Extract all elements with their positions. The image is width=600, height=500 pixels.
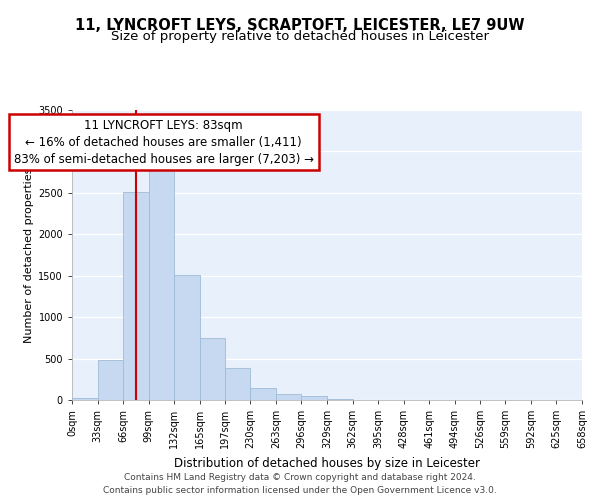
Bar	[175, 276, 200, 400]
Bar	[123, 192, 149, 400]
Y-axis label: Number of detached properties: Number of detached properties	[24, 168, 34, 342]
Bar	[149, 169, 175, 400]
Text: Size of property relative to detached houses in Leicester: Size of property relative to detached ho…	[111, 30, 489, 43]
Bar	[327, 399, 353, 400]
Text: 11, LYNCROFT LEYS, SCRAPTOFT, LEICESTER, LE7 9UW: 11, LYNCROFT LEYS, SCRAPTOFT, LEICESTER,…	[75, 18, 525, 32]
Bar	[224, 368, 250, 400]
Bar	[98, 360, 123, 400]
Bar	[276, 394, 301, 400]
Text: Contains HM Land Registry data © Crown copyright and database right 2024.
Contai: Contains HM Land Registry data © Crown c…	[103, 474, 497, 495]
Bar	[250, 388, 276, 400]
Text: 11 LYNCROFT LEYS: 83sqm
← 16% of detached houses are smaller (1,411)
83% of semi: 11 LYNCROFT LEYS: 83sqm ← 16% of detache…	[14, 118, 314, 166]
Bar	[72, 398, 98, 400]
X-axis label: Distribution of detached houses by size in Leicester: Distribution of detached houses by size …	[174, 456, 480, 469]
Bar	[301, 396, 327, 400]
Bar	[200, 338, 224, 400]
